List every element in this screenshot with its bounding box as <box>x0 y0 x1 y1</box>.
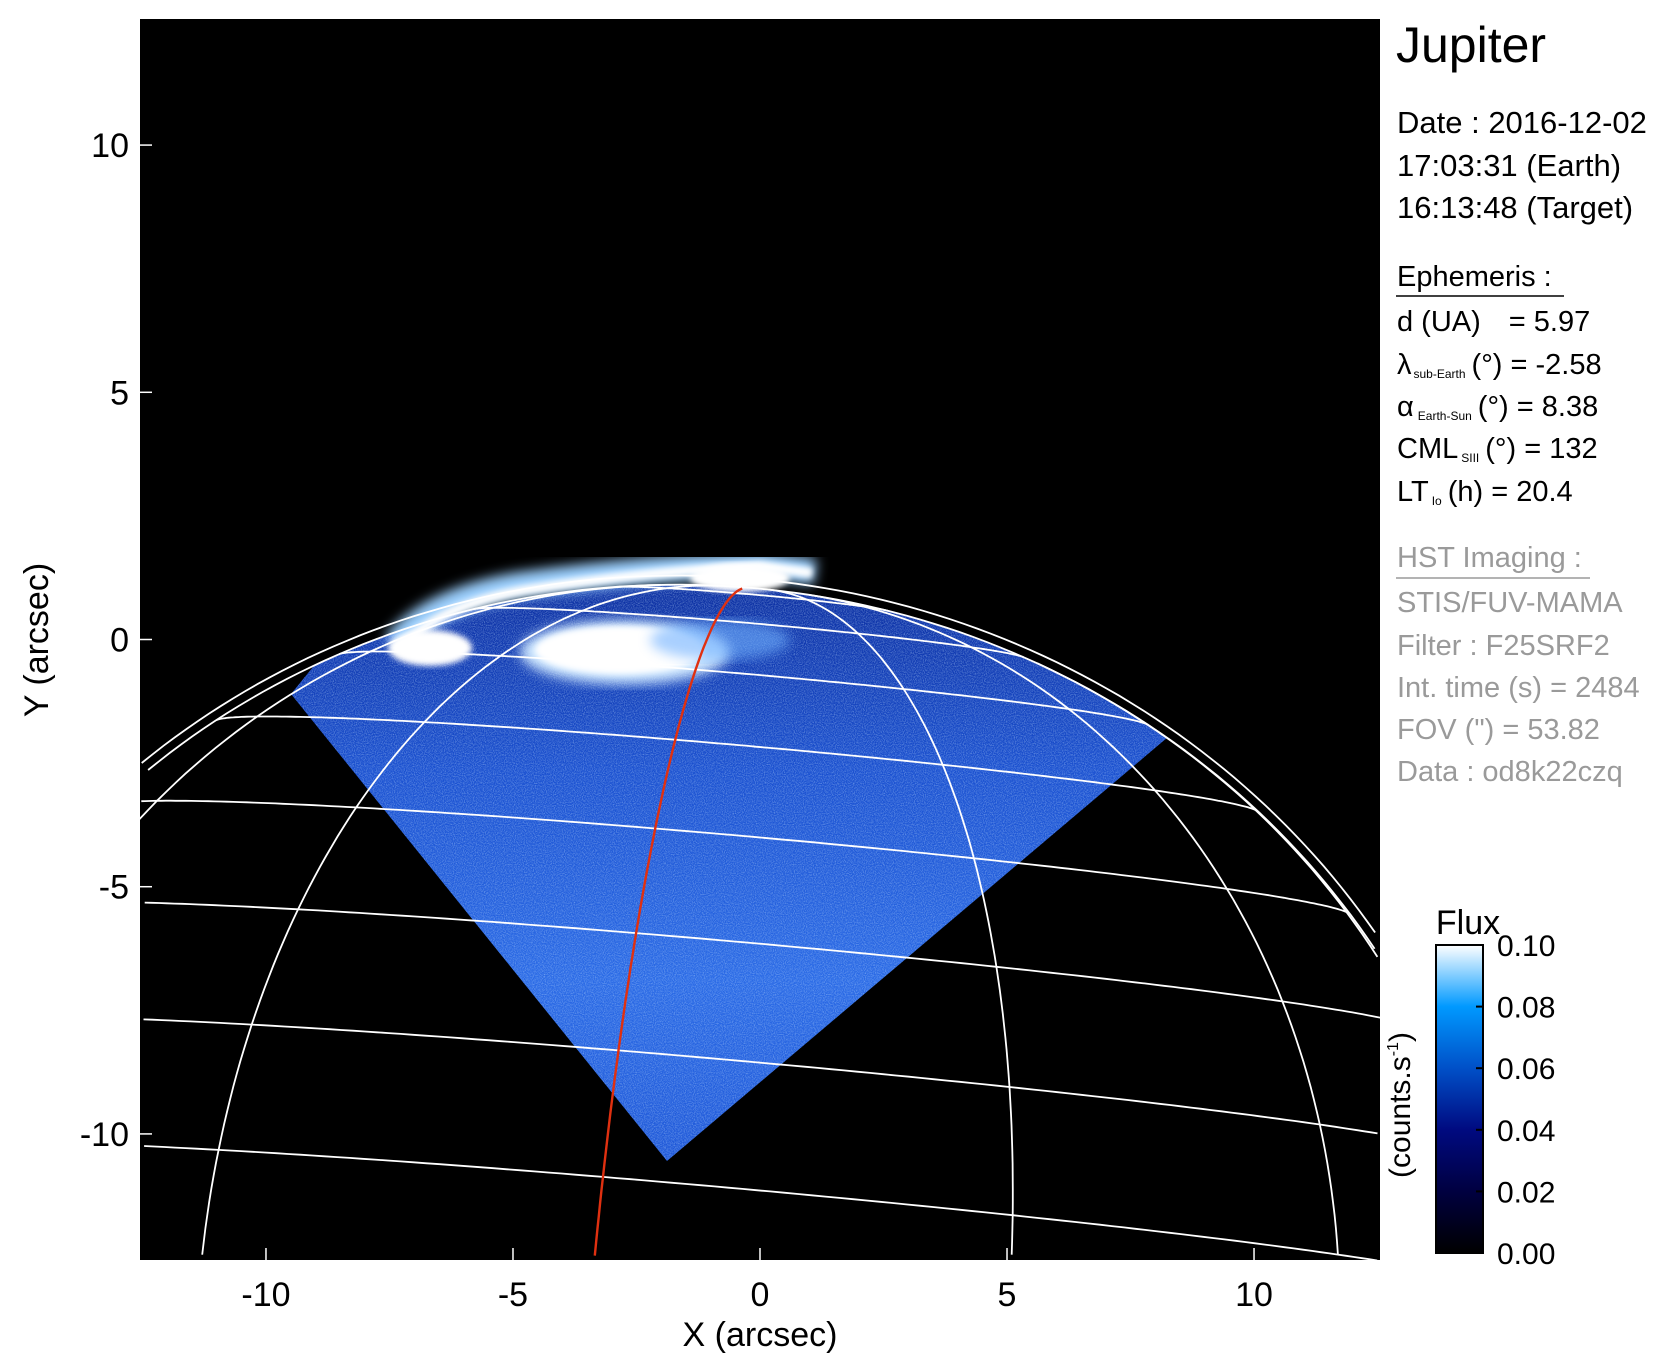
time-earth: 17:03:31 (Earth) <box>1397 148 1621 183</box>
meridian-line <box>140 584 662 820</box>
meridian-line <box>1036 662 1379 958</box>
observed-region-noise <box>291 584 1194 1161</box>
meridian-line <box>201 584 719 1255</box>
image-layer <box>140 551 1380 1260</box>
x-tick-label: 10 <box>1235 1276 1273 1314</box>
x-tick-label: -5 <box>498 1276 528 1314</box>
latitude-line <box>144 901 1380 1019</box>
planet-title: Jupiter <box>1396 17 1546 73</box>
eph-local-time-io: LT Io (h) = 20.4 <box>1397 476 1573 508</box>
x-tick-label: 5 <box>998 1276 1017 1314</box>
y-tick-label: -5 <box>99 869 129 907</box>
colorbar-tick-label: 0.02 <box>1497 1176 1555 1209</box>
colorbar-unit-label: (counts.s-1) <box>1384 1032 1417 1178</box>
date-text: Date : 2016-12-02 <box>1397 105 1647 140</box>
planet-grid <box>140 574 1380 1260</box>
x-axis-label: X (arcsec) <box>683 1316 838 1354</box>
meridian-line <box>808 594 1339 1255</box>
x-axis: -10 -5 0 5 10 <box>241 1248 1273 1314</box>
planet-limb-outer <box>141 574 1376 934</box>
colorbar-tick-label: 0.06 <box>1497 1053 1555 1086</box>
latitude-line <box>473 606 1024 659</box>
colorbar-title: Flux <box>1436 904 1500 942</box>
hst-data-id: Data : od8k22czq <box>1397 756 1623 788</box>
hst-filter: Filter : F25SRF2 <box>1397 630 1610 662</box>
meridian-line <box>769 588 1014 1255</box>
y-axis: -10 -5 0 5 10 <box>80 127 152 1154</box>
hst-header: HST Imaging : <box>1397 542 1582 574</box>
colorbar: Flux 0.00 0.02 0.04 0.06 0.08 0.10 (counts.s-… <box>1384 904 1555 1271</box>
latitude-line <box>216 715 1259 813</box>
latitude-line <box>338 650 1149 726</box>
time-target: 16:13:48 (Target) <box>1397 190 1633 225</box>
y-tick-label: 10 <box>91 127 129 165</box>
colorbar-tick-label: 0.00 <box>1497 1238 1555 1271</box>
x-tick-label: 0 <box>751 1276 770 1314</box>
colorbar-gradient <box>1435 944 1484 1254</box>
y-tick-label: 0 <box>110 622 129 660</box>
colorbar-tick-label: 0.04 <box>1497 1115 1555 1148</box>
colorbar-tick-label: 0.10 <box>1497 930 1555 963</box>
x-tick-label: -10 <box>241 1276 290 1314</box>
hst-fov: FOV (") = 53.82 <box>1397 714 1600 746</box>
latitude-line <box>141 799 1351 915</box>
y-axis-label: Y (arcsec) <box>18 563 56 717</box>
ephemeris-header: Ephemeris : <box>1397 261 1552 293</box>
y-tick-label: 5 <box>110 374 129 412</box>
hst-int-time: Int. time (s) = 2484 <box>1397 672 1640 704</box>
info-panel: Jupiter Date : 2016-12-02 17:03:31 (Eart… <box>1396 17 1647 788</box>
eph-cml: CML SIII (°) = 132 <box>1397 433 1598 465</box>
colorbar-tick-label: 0.08 <box>1497 992 1555 1025</box>
hst-instrument: STIS/FUV-MAMA <box>1397 587 1623 619</box>
eph-sub-earth-lat: λ sub-Earth (°) = -2.58 <box>1397 349 1602 381</box>
eph-phase-angle: α Earth-Sun (°) = 8.38 <box>1397 391 1598 423</box>
latitude-line <box>144 1145 1378 1260</box>
latitude-line <box>143 1018 1378 1135</box>
eph-distance: d (UA) = 5.97 <box>1397 306 1590 338</box>
y-tick-label: -10 <box>80 1116 129 1154</box>
highlighted-meridian <box>593 587 743 1256</box>
